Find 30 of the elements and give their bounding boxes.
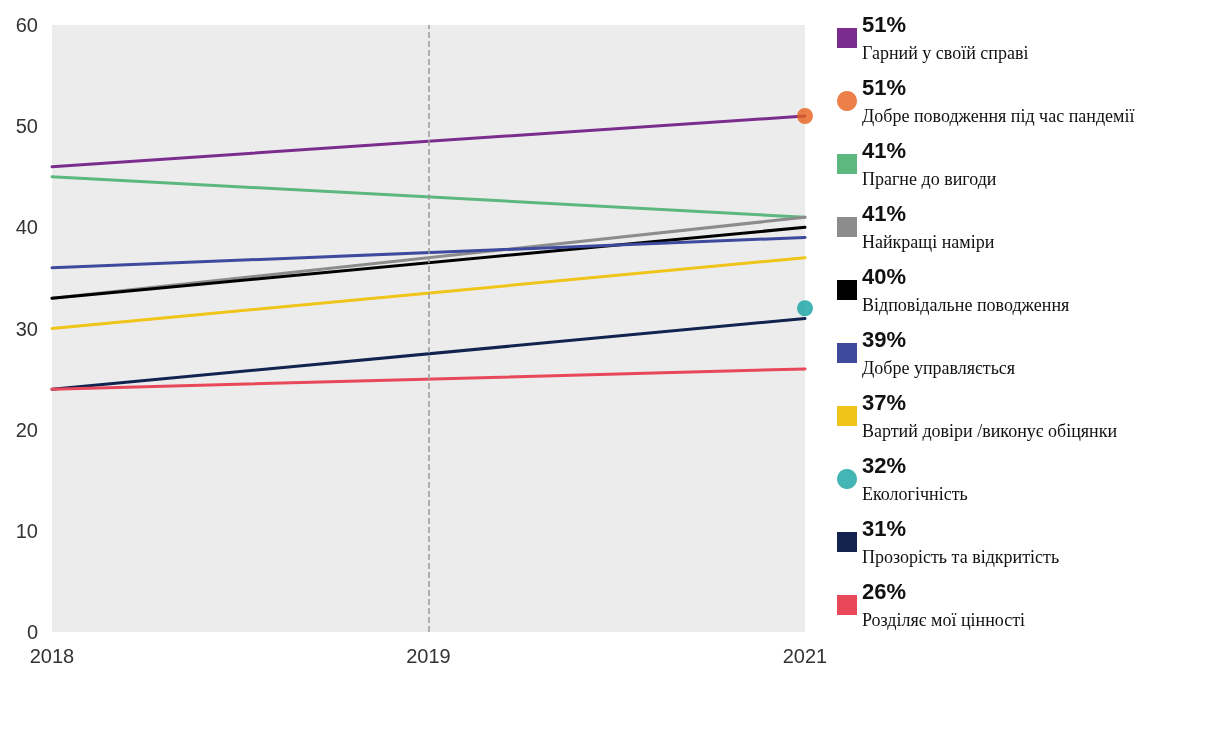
x-tick-label: 2019: [406, 645, 451, 667]
text: 51%: [862, 74, 907, 100]
legend-label: Відповідальне поводження: [862, 295, 1070, 315]
text: 32%: [862, 452, 907, 478]
y-tick-label: 10: [15, 519, 38, 542]
text: 51%: [862, 11, 907, 37]
y-tick-label: 50: [15, 115, 38, 138]
text: 39%: [862, 326, 907, 352]
text: 40%: [862, 263, 907, 289]
text: 31%: [862, 515, 907, 541]
legend-label: Гарний у своїй справі: [862, 43, 1029, 63]
legend-label: Добре управляється: [862, 358, 1016, 378]
legend-label: Найкращі наміри: [862, 232, 995, 252]
y-tick-label: 20: [15, 418, 38, 441]
legend-label: Розділяє мої цінності: [862, 610, 1026, 630]
legend-label: Екологічність: [862, 484, 968, 504]
y-tick-label: 60: [15, 14, 38, 36]
text: 26%: [862, 578, 907, 604]
legend-label: Добре поводження під час пандемії: [862, 106, 1135, 126]
x-tick-label: 2021: [782, 645, 828, 667]
x-tick-label: 2018: [29, 645, 75, 667]
text: 41%: [862, 137, 907, 163]
text: 41%: [862, 200, 907, 226]
y-tick-label: 0: [26, 621, 38, 643]
legend-label: Прозорість та відкритість: [862, 547, 1060, 567]
y-tick-label: 40: [15, 216, 38, 239]
legend-label: Прагне до вигоди: [862, 169, 997, 189]
legend-label: Вартий довіри /виконує обіцянки: [862, 421, 1118, 441]
y-tick-label: 30: [15, 317, 38, 340]
text: 37%: [862, 389, 907, 415]
